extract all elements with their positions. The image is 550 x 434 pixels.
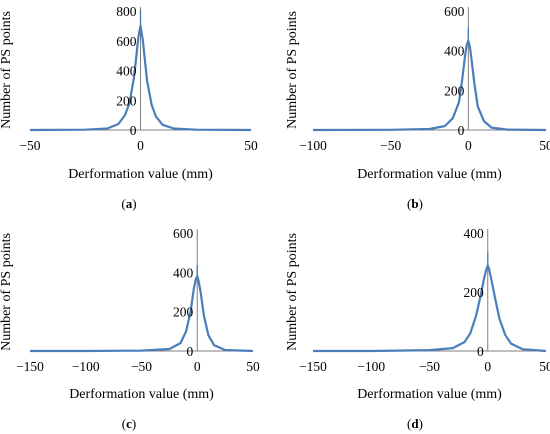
panel-1: −50 0 50 0 200 400 600 800 Derformation value (m… bbox=[0, 4, 258, 211]
x-tick-label: −100 bbox=[72, 359, 100, 374]
series-line bbox=[30, 275, 254, 353]
y-axis-title: Number of PS points bbox=[285, 233, 300, 351]
x-tick-label: 50 bbox=[539, 138, 550, 153]
x-tick-label: −100 bbox=[299, 138, 327, 153]
panel-label: (b) bbox=[407, 196, 423, 211]
x-tick-label: 0 bbox=[137, 138, 144, 153]
y-tick-label: 200 bbox=[464, 285, 485, 300]
x-axis-title: Derformation value (mm) bbox=[69, 387, 214, 402]
x-axis-title: Derformation value (mm) bbox=[357, 167, 502, 182]
y-tick-label: 400 bbox=[116, 64, 137, 79]
y-tick-label: 800 bbox=[116, 4, 137, 19]
y-tick-label: 0 bbox=[458, 123, 465, 138]
series-line bbox=[29, 24, 252, 132]
panel-3: −150 −100 −50 0 50 0 200 400 600 Derformation val… bbox=[0, 226, 260, 431]
panel-label: (d) bbox=[407, 416, 423, 431]
panel-2: −100 −50 0 50 0 200 400 600 Derformation value (… bbox=[285, 4, 550, 211]
x-tick-label: 50 bbox=[244, 138, 258, 153]
x-tick-label: 0 bbox=[194, 359, 201, 374]
x-tick-label: 50 bbox=[246, 359, 260, 374]
x-tick-label: −150 bbox=[299, 359, 327, 374]
y-tick-label: 200 bbox=[444, 83, 465, 98]
y-axis-title: Number of PS points bbox=[0, 233, 14, 351]
x-tick-label: −50 bbox=[380, 138, 401, 153]
y-tick-label: 400 bbox=[464, 226, 485, 241]
y-axis-title: Number of PS points bbox=[0, 11, 14, 129]
y-tick-label: 600 bbox=[173, 226, 194, 241]
panel-4: −150 −100 −50 0 50 0 200 400 Derformation value … bbox=[285, 226, 550, 431]
series-line bbox=[312, 39, 547, 132]
x-tick-label: −50 bbox=[19, 138, 40, 153]
x-tick-label: −50 bbox=[131, 359, 152, 374]
y-tick-label: 0 bbox=[477, 344, 484, 359]
y-axis-title: Number of PS points bbox=[285, 11, 300, 129]
x-tick-label: 0 bbox=[465, 138, 472, 153]
x-tick-label: 50 bbox=[539, 359, 550, 374]
y-tick-label: 0 bbox=[130, 123, 137, 138]
x-axis-title: Derformation value (mm) bbox=[68, 167, 213, 182]
y-tick-label: 400 bbox=[173, 265, 194, 280]
x-tick-label: −150 bbox=[16, 359, 44, 374]
panel-label: (a) bbox=[121, 196, 136, 211]
series-line bbox=[313, 264, 547, 353]
x-axis-title: Derformation value (mm) bbox=[357, 387, 502, 402]
y-tick-label: 600 bbox=[116, 34, 137, 49]
panel-label: (c) bbox=[122, 416, 136, 431]
y-tick-label: 400 bbox=[444, 44, 465, 59]
x-tick-label: −100 bbox=[357, 359, 385, 374]
y-tick-label: 200 bbox=[173, 305, 194, 320]
y-tick-label: 0 bbox=[187, 344, 194, 359]
x-tick-label: 0 bbox=[484, 359, 491, 374]
y-tick-label: 600 bbox=[444, 4, 465, 19]
y-tick-label: 200 bbox=[116, 93, 137, 108]
x-tick-label: −50 bbox=[419, 359, 440, 374]
